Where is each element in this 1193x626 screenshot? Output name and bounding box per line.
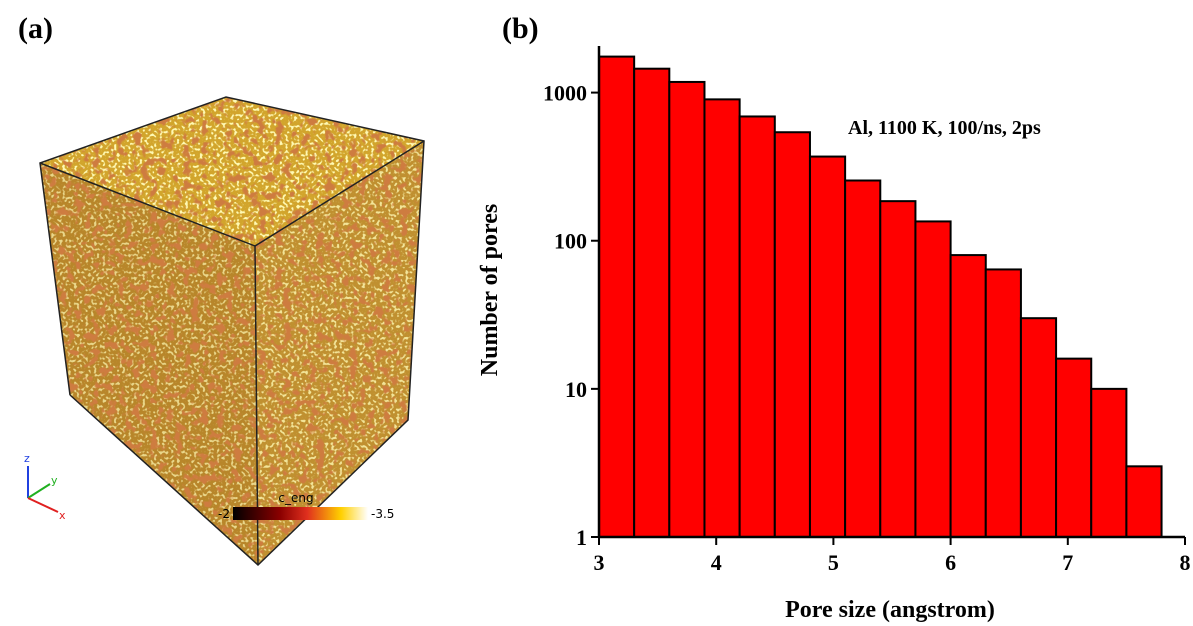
y-tick-label: 1 [576,525,587,550]
x-tick-label: 8 [1180,550,1191,575]
y-axis-title: Number of pores [477,204,503,376]
axis-label-x: x [59,509,66,522]
bar [1021,318,1056,537]
axis-triad: z y x [24,452,66,522]
bar [599,57,634,537]
y-tick-label: 100 [554,229,587,254]
panel-label: (a) [18,12,53,45]
bar [669,82,704,537]
axis-label-z: z [24,452,30,465]
bar [775,132,810,537]
bar [1056,359,1091,537]
bar [810,157,845,537]
bar [951,255,986,537]
x-tick-label: 7 [1062,550,1073,575]
colorbar-title: c_eng [278,491,313,505]
y-tick-label: 1000 [543,81,587,106]
annotation: Al, 1100 K, 100/ns, 2ps [848,117,1041,139]
colorbar-min: -2 [218,507,230,521]
bar [880,201,915,537]
bar [915,221,950,537]
bar [845,181,880,537]
figure: (a) z y x c_eng -2 -3.5 (b) Al, 1100 K, … [0,0,1193,626]
bar [704,99,739,537]
x-tick-label: 6 [945,550,956,575]
colorbar-max: -3.5 [371,507,394,521]
bar [740,116,775,537]
x-tick-label: 4 [711,550,722,575]
bar [634,69,669,537]
x-tick-label: 3 [594,550,605,575]
x-tick-label: 5 [828,550,839,575]
bar [986,269,1021,537]
x-axis-title: Pore size (angstrom) [785,597,995,623]
cube [40,97,424,565]
bar [1091,389,1126,537]
y-tick-label: 10 [565,377,587,402]
bar [1126,466,1161,537]
axis-label-y: y [51,474,58,487]
panel-label: (b) [502,12,539,45]
